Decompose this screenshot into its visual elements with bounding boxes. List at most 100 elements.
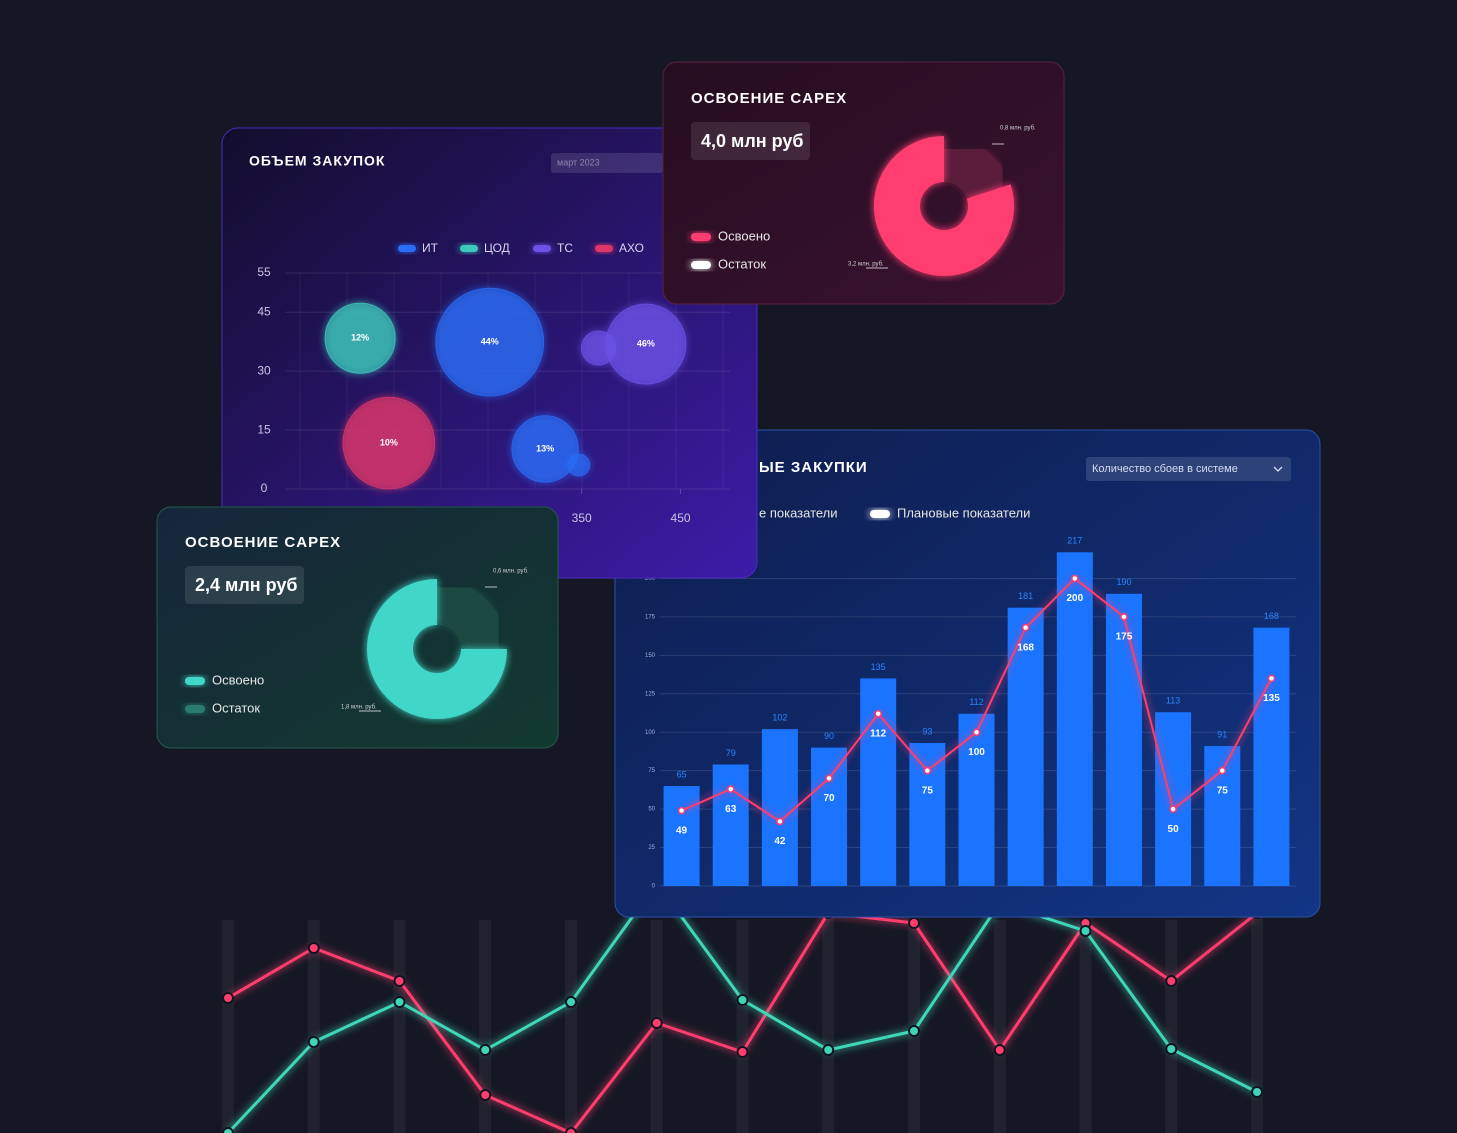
y-tick-label: 175 [645,614,656,620]
bar [1105,593,1142,886]
total-box [691,122,810,160]
bar [958,713,995,886]
chart-title: ОБЪЕМ ЗАКУПОК [249,153,385,169]
line-point [677,806,686,815]
total-box [185,566,304,604]
legend-swatch [533,245,551,252]
value-label: 1,8 млн. руб. [341,705,377,711]
bar [1253,627,1290,886]
bar-value-label: 90 [824,731,834,741]
dropdown-label: март 2023 [557,157,600,167]
line-point [1267,674,1276,683]
legend-label: ИТ [422,241,439,255]
bar-value-label: 65 [677,769,687,779]
line-point [726,785,735,793]
line-value-label: 49 [676,825,688,836]
line-point [1021,623,1030,632]
legend-label: Остаток [718,256,766,271]
line-value-label: 112 [870,728,887,739]
line-point [874,710,882,718]
value-label: 0,8 млн. руб. [1000,126,1036,132]
donut-segment [942,136,1011,200]
line-point [1251,1086,1263,1098]
y-tick-label: 55 [257,265,271,279]
line-point [1165,975,1178,987]
y-tick-label: 0 [652,884,656,890]
line-point [393,996,406,1008]
dropdown-label: Количество сбоев в системе [1092,463,1238,475]
line-point [650,1017,663,1029]
bar-value-label: 181 [1018,591,1033,601]
y-tick-label: 30 [257,363,271,377]
line-value-label: 135 [1263,693,1280,704]
bubble [567,453,591,477]
legend-label: Плановые показатели [897,505,1030,520]
column-decor [993,920,1006,1133]
line-point [736,994,749,1006]
column-decor [1079,920,1092,1133]
legend-label: ЦОД [484,241,510,255]
column-decor [822,913,835,1133]
y-tick-label: 45 [257,304,271,318]
column-decor [1251,913,1263,1133]
line-point [1079,925,1092,937]
line-value-label: 168 [1017,642,1034,653]
bubble-label: 44% [481,336,499,346]
line-point [1169,805,1177,813]
line-point [479,1089,492,1101]
line-point [908,1025,920,1037]
column-decor [307,920,320,1133]
bar [811,747,848,886]
bar-value-label: 135 [871,662,886,672]
column-decor [565,920,577,1133]
legend-label: Остаток [212,700,260,715]
bar [1056,552,1093,886]
y-tick-label: 50 [648,807,655,813]
line-point [222,992,234,1004]
line-point [736,1046,749,1058]
chevron [1273,466,1283,472]
column-decor [222,920,234,1133]
line-value-label: 50 [1168,824,1180,835]
chart-title: ЫЕ ЗАКУПКИ [759,459,868,476]
y-tick-label: 25 [648,845,655,851]
y-tick-label: 200 [645,576,656,582]
line-value-label: 75 [922,785,934,796]
bar-value-label: 102 [772,713,787,723]
bar-value-label: 168 [1264,611,1279,621]
line-point [822,1044,835,1056]
line-value-label: 63 [725,804,737,815]
dropdown [1086,457,1291,481]
bar-card: ЫЕ ЗАКУПКИ Количество сбоев в системе е по… [614,429,1321,918]
bar-value-label: 217 [1067,536,1082,546]
legend-swatch [398,245,416,252]
teal-card: ОСВОЕНИЕ CAPEX 2,4 млн руб 1,8 млн. руб. 0,… [156,506,559,749]
donut-segment [435,579,507,651]
bubble [511,415,579,483]
line-point [222,1127,234,1133]
bubble [580,330,617,366]
legend-swatch [185,677,205,685]
line-point [776,817,784,826]
bar [663,786,700,886]
line-value-label: 70 [823,793,835,804]
legend-label: АХО [619,241,644,255]
legend-swatch [460,245,478,252]
column-decor [1165,920,1178,1133]
line-point [1071,574,1079,583]
legend-label: Освоено [212,672,264,687]
line-point [1120,613,1128,621]
y-tick-label: 125 [645,691,656,697]
y-tick-label: 15 [257,422,271,436]
line-point [307,942,320,954]
line-point [565,1127,577,1133]
column-decor [736,920,749,1133]
card-title: ОСВОЕНИЕ CAPEX [691,90,847,107]
line-value-label: 42 [774,836,786,847]
total-value: 4,0 млн руб [701,131,804,151]
bar [761,729,798,886]
bubble-label: 46% [637,338,655,348]
legend-swatch [595,245,613,252]
